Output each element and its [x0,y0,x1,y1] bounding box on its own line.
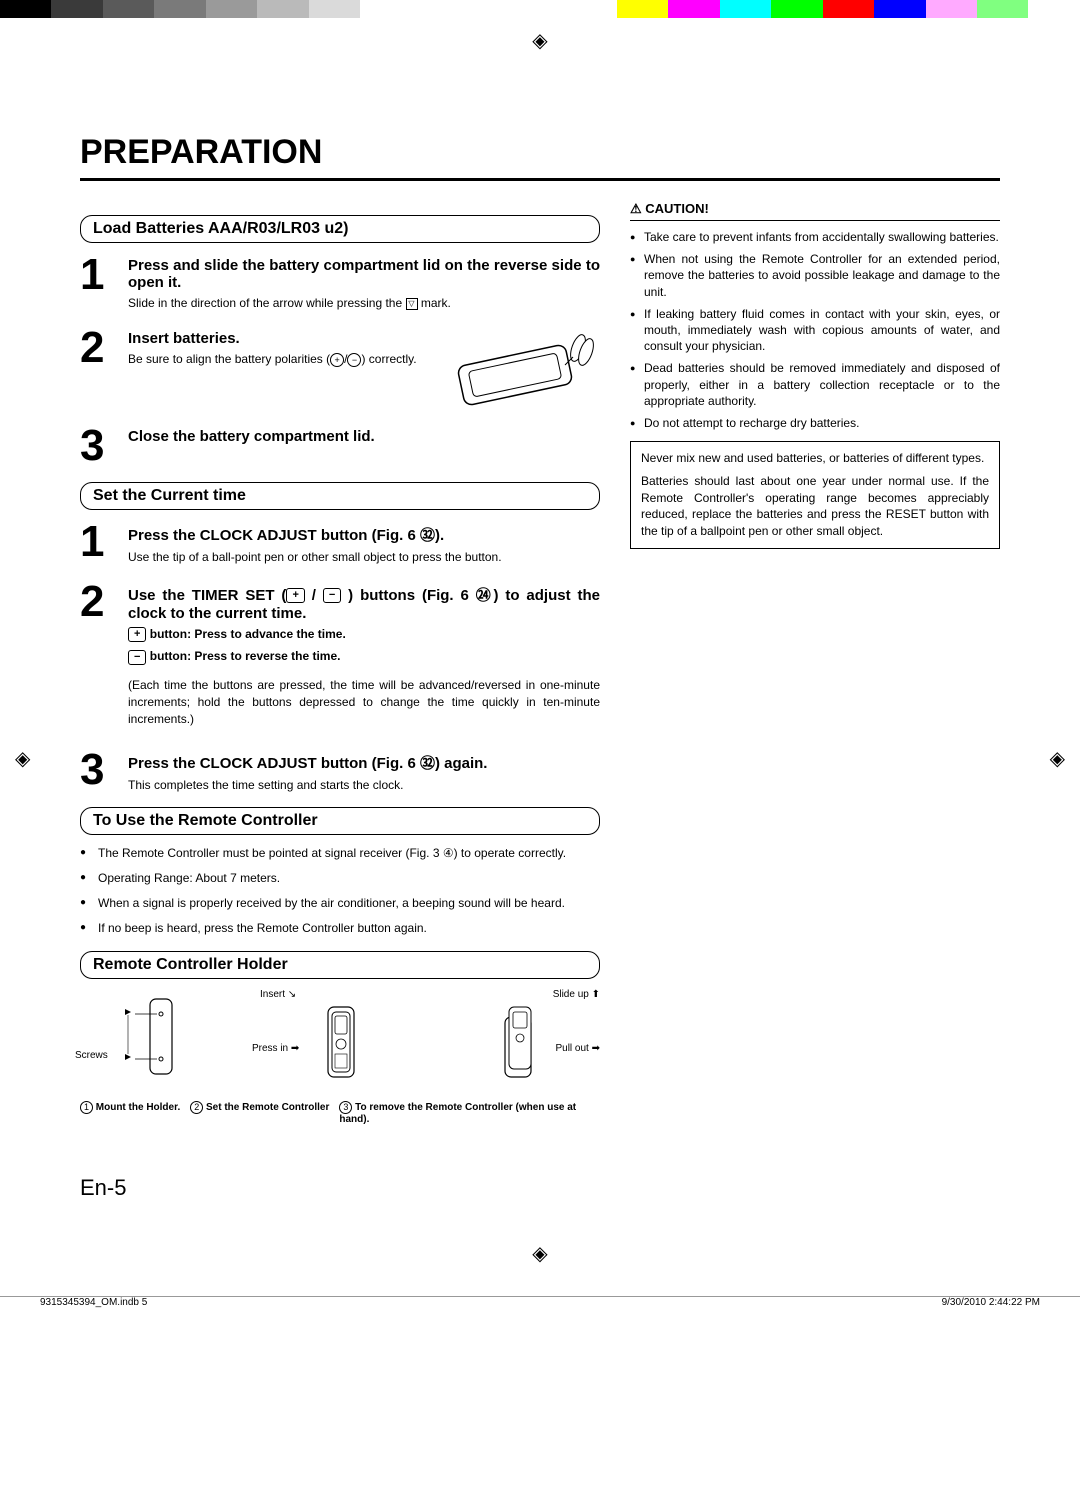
step-note: This completes the time setting and star… [128,777,600,794]
list-item: When a signal is properly received by th… [80,895,600,912]
step-title: Close the battery compartment lid. [128,428,600,445]
list-item: When not using the Remote Controller for… [630,251,1000,300]
color-bar [0,0,1080,18]
page-title: PREPARATION [80,133,1000,181]
list-item: Take care to prevent infants from accide… [630,229,1000,245]
section-holder: Remote Controller Holder [80,951,600,979]
register-mark-icon: ◈ [0,1241,1080,1266]
step-title: Press the CLOCK ADJUST button (Fig. 6 ㉜)… [128,524,600,545]
register-mark-icon: ◈ [0,28,1080,53]
list-item: Do not attempt to recharge dry batteries… [630,415,1000,431]
footer-filename: 9315345394_OM.indb 5 [40,1297,147,1308]
list-item: Operating Range: About 7 meters. [80,870,600,887]
page-number: En-5 [80,1175,1000,1201]
step-note: + button: Press to advance the time. − b… [128,626,600,728]
step-number: 1 [80,253,128,297]
battery-compartment-figure [450,330,600,410]
caution-list: Take care to prevent infants from accide… [630,229,1000,431]
step-note: Use the tip of a ball-point pen or other… [128,549,600,566]
caution-heading: ⚠ CAUTION! [630,201,1000,221]
step-note: Slide in the direction of the arrow whil… [128,295,600,312]
holder-figures: Screws Insert ↘ Press in ➡ Slide up ⬆ Pu… [80,989,600,1111]
list-item: The Remote Controller must be pointed at… [80,845,600,862]
step-number: 3 [80,424,128,468]
step-number: 1 [80,520,128,564]
list-item: If no beep is heard, press the Remote Co… [80,920,600,937]
footer-timestamp: 9/30/2010 2:44:22 PM [942,1297,1040,1308]
use-remote-list: The Remote Controller must be pointed at… [80,845,600,936]
caution-box: Never mix new and used batteries, or bat… [630,441,1000,549]
step-number: 2 [80,326,128,370]
step-title: Press and slide the battery compartment … [128,257,600,291]
step-number: 3 [80,748,128,792]
section-use-remote: To Use the Remote Controller [80,807,600,835]
step-title: Use the TIMER SET (+ / − ) buttons (Fig.… [128,584,600,622]
section-load-batteries: Load Batteries AAA/R03/LR03 u2) [80,215,600,243]
step-number: 2 [80,580,128,624]
list-item: If leaking battery fluid comes in contac… [630,306,1000,355]
section-set-time: Set the Current time [80,482,600,510]
list-item: Dead batteries should be removed immedia… [630,360,1000,409]
step-title: Press the CLOCK ADJUST button (Fig. 6 ㉜)… [128,752,600,773]
